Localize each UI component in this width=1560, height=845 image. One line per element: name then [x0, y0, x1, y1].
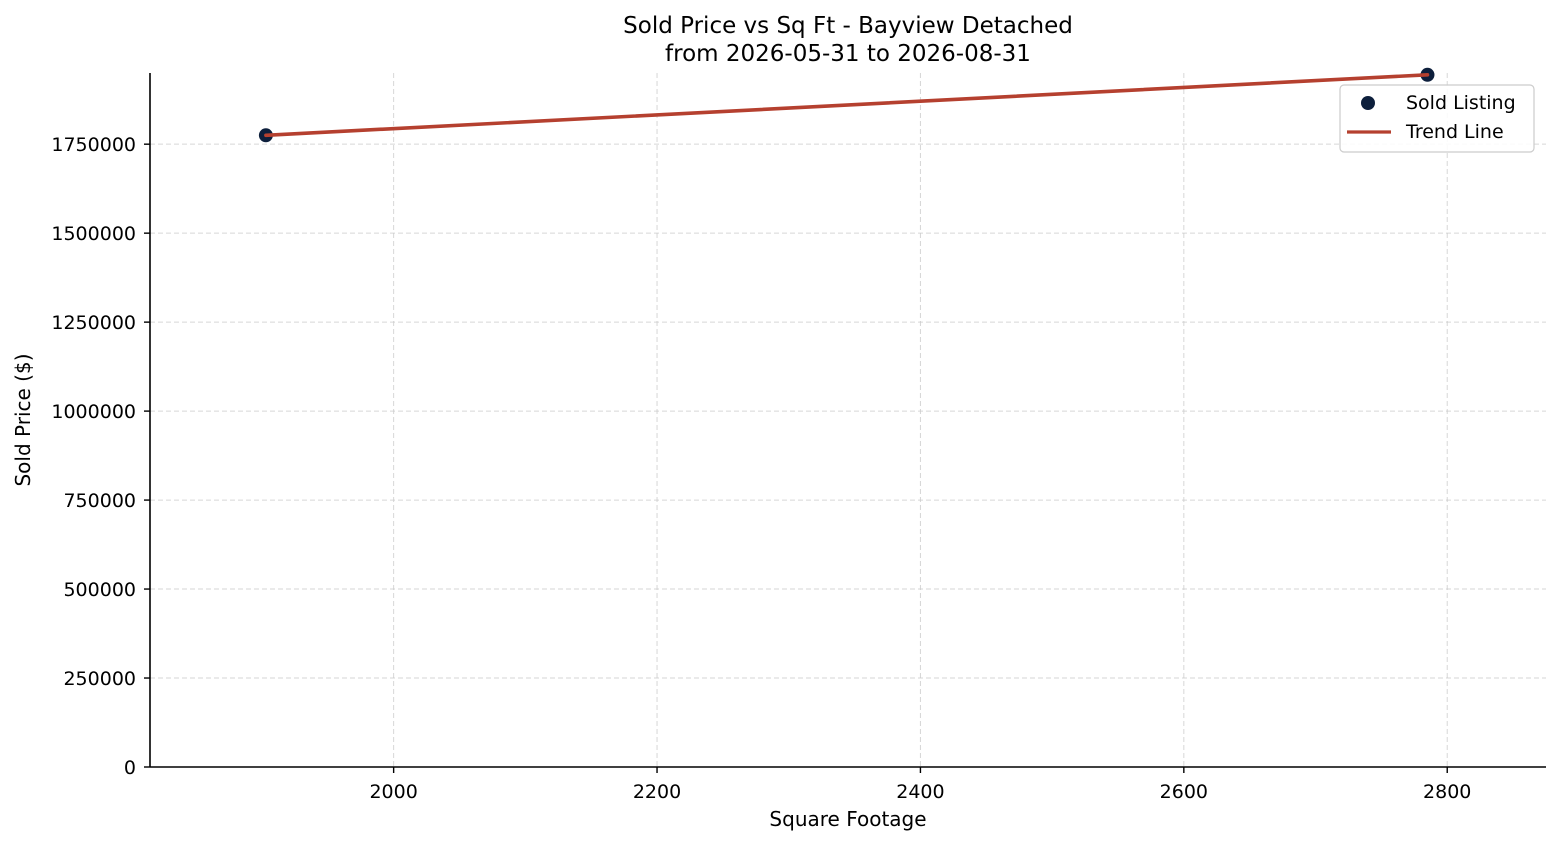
trend-line: [264, 72, 1430, 138]
y-tick-label: 750000: [63, 490, 136, 512]
y-axis-label: Sold Price ($): [11, 353, 35, 486]
y-tick-label: 1000000: [51, 401, 136, 423]
legend-marker-sold-listing: [1361, 96, 1375, 110]
y-tick-label: 500000: [63, 579, 136, 601]
x-axis-ticks: 2000 2200 2400 2600 2800: [369, 767, 1471, 803]
y-tick-label: 1250000: [51, 312, 136, 334]
x-tick-label: 2000: [369, 781, 417, 803]
legend-label-sold-listing: Sold Listing: [1406, 92, 1516, 114]
chart-title: Sold Price vs Sq Ft - Bayview Detached: [623, 13, 1073, 39]
plot-area: [258, 67, 1435, 143]
y-axis-ticks: 0 250000 500000 750000 1000000 1250000 1500000…: [51, 134, 150, 779]
axes: [149, 73, 1546, 768]
x-tick-label: 2200: [633, 781, 681, 803]
x-tick-label: 2800: [1423, 781, 1471, 803]
x-axis-label: Square Footage: [769, 807, 926, 831]
y-tick-label: 1500000: [51, 223, 136, 245]
x-tick-label: 2400: [896, 781, 944, 803]
legend-label-trend-line: Trend Line: [1405, 121, 1504, 143]
legend-frame: [1339, 84, 1535, 153]
chart-subtitle: from 2026-05-31 to 2026-08-31: [665, 41, 1031, 67]
y-tick-label: 1750000: [51, 134, 136, 156]
legend: Sold Listing Trend Line: [1339, 84, 1535, 153]
y-tick-label: 250000: [63, 668, 136, 690]
y-tick-label: 0: [124, 757, 136, 779]
x-tick-label: 2600: [1160, 781, 1208, 803]
